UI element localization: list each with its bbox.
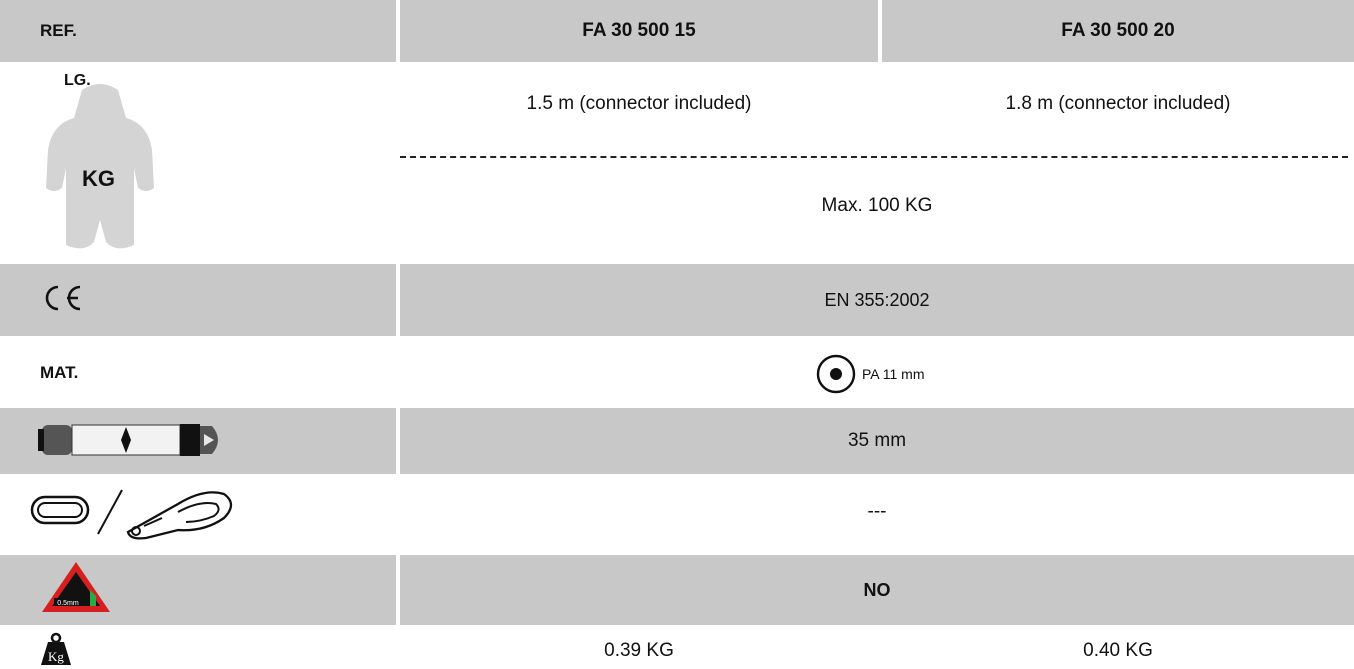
rope-section-icon [816, 354, 856, 394]
standard-band-value [400, 264, 1354, 336]
header-band-ref [0, 0, 396, 62]
edge-band-value [400, 555, 1354, 625]
ref-label: REF. [40, 21, 77, 40]
product-weight-value-1: 0.39 KG [604, 640, 674, 661]
webbing-band-value [400, 408, 1354, 474]
model-1-header: FA 30 500 15 [582, 20, 696, 41]
length-icon-label: LG. [64, 72, 91, 89]
edge-icon-text: 0.5mm [57, 600, 79, 607]
length-value-1: 1.5 m (connector included) [526, 93, 752, 114]
edge-tested-value: NO [863, 579, 891, 600]
model-2-header: FA 30 500 20 [1061, 20, 1175, 41]
material-label: MAT. [40, 363, 79, 382]
webbing-value: 35 mm [847, 430, 907, 451]
weight-capacity-value: Max. 100 KG [821, 195, 933, 216]
header-band-model-1 [400, 0, 878, 62]
sharp-edge-warning-icon: 0.5mm [40, 560, 112, 614]
weight-icon-text: Kg [48, 649, 64, 664]
webbing-width-icon [36, 420, 226, 460]
standard-band-label [0, 264, 396, 336]
weight-kg-icon: Kg [40, 632, 72, 666]
length-value-2: 1.8 m (connector included) [1005, 93, 1231, 114]
kg-icon-label: KG [82, 166, 115, 191]
carabiner-snaphook-icon [28, 484, 234, 540]
product-weight-value-2: 0.40 KG [1083, 640, 1153, 661]
header-band-model-2 [882, 0, 1354, 62]
connectors-value: --- [867, 501, 887, 522]
body-silhouette-icon [30, 70, 170, 260]
ce-mark-icon [40, 283, 86, 313]
standard-value: EN 355:2002 [824, 289, 930, 310]
dashed-divider [400, 156, 1348, 158]
material-value: PA 11 mm [862, 366, 925, 382]
